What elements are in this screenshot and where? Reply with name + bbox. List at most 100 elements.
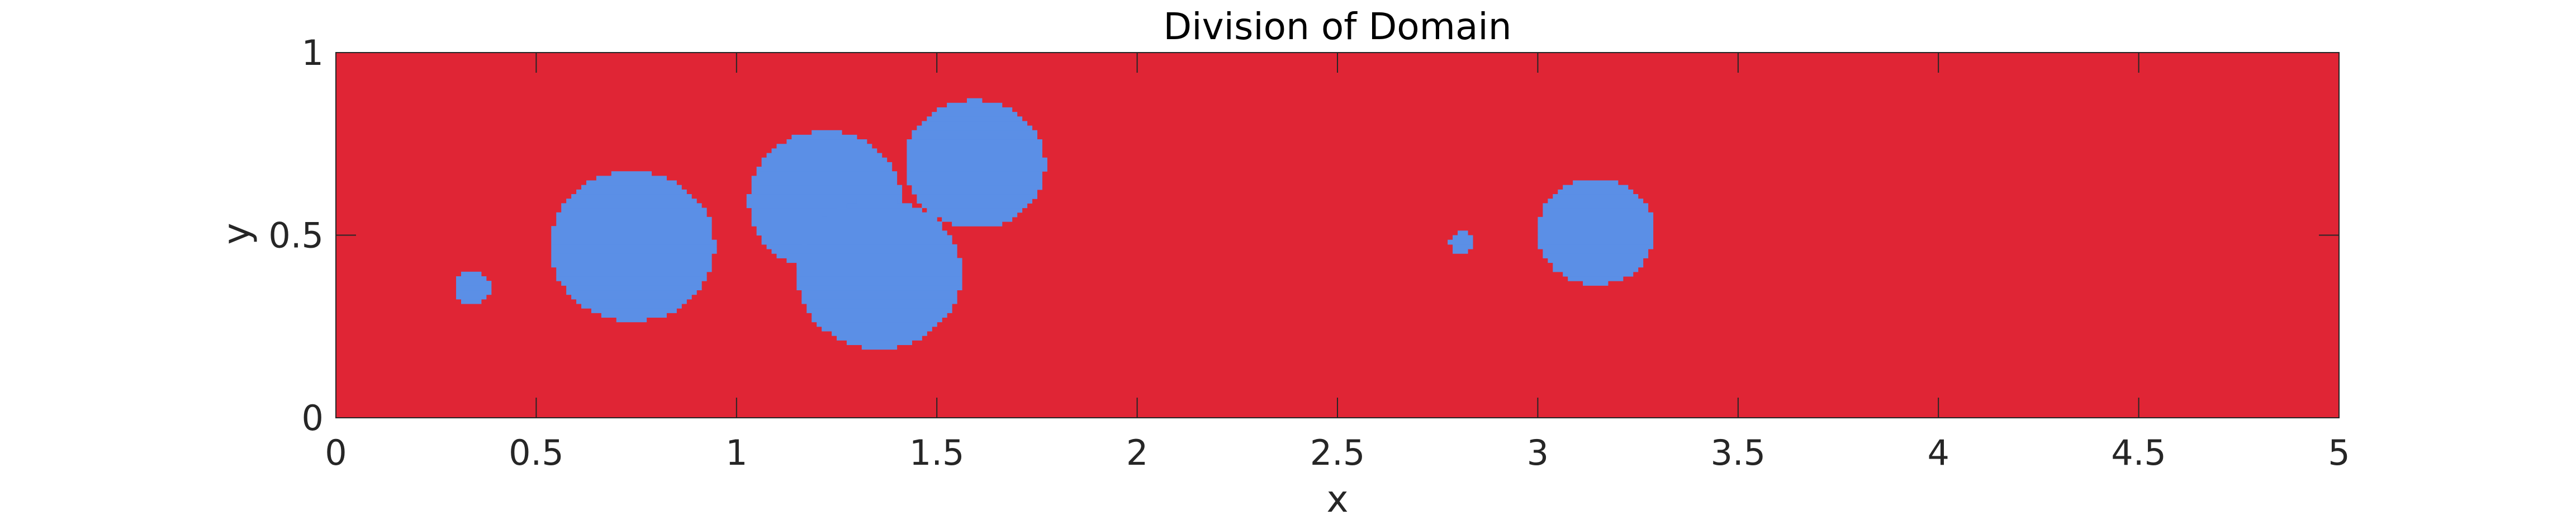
region-cell <box>1538 226 1654 231</box>
region-6 <box>1448 230 1473 254</box>
region-4 <box>796 199 962 350</box>
region-cell <box>461 299 482 304</box>
region-cell <box>812 130 842 135</box>
x-tick-label: 1 <box>725 432 747 473</box>
region-cell <box>1453 244 1473 249</box>
region-cell <box>746 203 903 209</box>
region-cell <box>807 239 952 245</box>
region-cell <box>812 226 942 231</box>
region-cell <box>927 116 1023 122</box>
region-cell <box>746 194 903 199</box>
region-cell <box>922 121 1028 126</box>
region-cell <box>566 290 697 295</box>
region-cell <box>846 203 912 209</box>
region-cell <box>812 317 942 323</box>
region-cell <box>1548 199 1644 204</box>
region-cell <box>786 139 867 144</box>
region-cell <box>807 303 952 309</box>
region-cell <box>927 207 1023 213</box>
region-cell <box>796 276 962 281</box>
region-cell <box>837 336 922 341</box>
region-cell <box>1543 212 1654 218</box>
region-cell <box>556 271 707 277</box>
region-2 <box>551 171 717 323</box>
y-tick-label: 0 <box>302 398 324 438</box>
region-cell <box>571 194 692 199</box>
region-cell <box>912 130 1037 135</box>
region-cell <box>566 285 702 291</box>
region-cell <box>581 303 682 309</box>
region-cell <box>1538 230 1654 236</box>
region-cell <box>1583 281 1609 286</box>
region-cell <box>907 144 1042 149</box>
region-cell <box>1543 207 1649 213</box>
region-cell <box>456 281 492 286</box>
region-cell <box>751 189 903 195</box>
region-cell <box>456 290 492 295</box>
region-cell <box>812 230 947 236</box>
region-cell <box>556 267 712 272</box>
region-cell <box>796 258 962 263</box>
region-cell <box>807 308 952 313</box>
region-cell <box>817 322 937 327</box>
region-cell <box>751 176 898 181</box>
x-tick-label: 4 <box>1927 432 1949 473</box>
region-1 <box>456 271 492 304</box>
region-cell <box>1543 203 1649 209</box>
region-cell <box>796 271 962 277</box>
region-cell <box>561 207 707 213</box>
x-axis-ticks: 0 0.5 1 1.5 2 2.5 3 3.5 4 4.5 5 <box>325 53 2350 473</box>
region-cell <box>1543 253 1649 258</box>
region-cell <box>551 258 712 263</box>
region-cell <box>1453 248 1468 254</box>
chart-title: Division of Domain <box>1163 5 1511 48</box>
region-cell <box>801 294 957 300</box>
region-cell <box>907 139 1042 144</box>
region-cell <box>1563 185 1629 190</box>
region-cell <box>912 189 1037 195</box>
region-cell <box>807 235 952 240</box>
region-cell <box>907 153 1042 158</box>
y-axis-label: y <box>215 223 258 244</box>
region-cell <box>832 331 927 336</box>
region-cell <box>796 281 962 286</box>
region-cell <box>907 176 1042 181</box>
region-cell <box>1568 276 1624 281</box>
region-cell <box>827 212 932 218</box>
region-cell <box>456 285 492 291</box>
region-cell <box>746 199 903 204</box>
region-cell <box>551 248 717 254</box>
region-cell <box>1553 194 1639 199</box>
region-cell <box>751 207 903 213</box>
region-cell <box>801 244 957 249</box>
region-cell <box>1543 248 1649 254</box>
region-cell <box>551 244 717 249</box>
region-cell <box>917 194 1037 199</box>
region-cell <box>917 199 1033 204</box>
region-cell <box>756 171 898 176</box>
region-cell <box>551 230 712 236</box>
region-cell <box>566 199 697 204</box>
region-cell <box>822 216 937 222</box>
region-cell <box>576 189 687 195</box>
region-cell <box>801 248 957 254</box>
region-cell <box>556 276 707 281</box>
x-tick-label: 2 <box>1126 432 1148 473</box>
region-cell <box>837 207 922 213</box>
region-cell <box>796 253 957 258</box>
x-tick-label: 2.5 <box>1310 432 1365 473</box>
plot-area <box>335 52 2340 418</box>
y-tick-label: 0.5 <box>268 215 324 256</box>
region-cell <box>947 102 1003 108</box>
region-cell <box>456 276 487 281</box>
region-cell <box>571 294 692 300</box>
region-cell <box>771 148 877 154</box>
region-cell <box>912 185 1042 190</box>
region-cell <box>751 185 903 190</box>
region-cell <box>917 125 1033 131</box>
region-cell <box>801 290 957 295</box>
region-cell <box>907 162 1047 167</box>
region-cell <box>912 134 1037 140</box>
region-cell <box>796 267 962 272</box>
